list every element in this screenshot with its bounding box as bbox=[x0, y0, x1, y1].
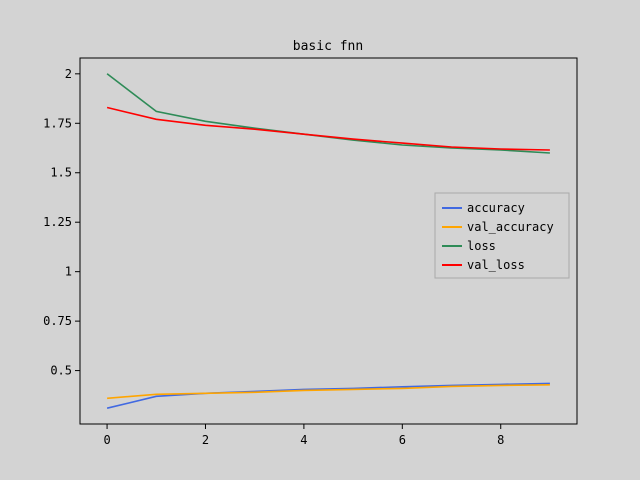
y-tick-label: 1.75 bbox=[43, 116, 72, 130]
x-tick-label: 2 bbox=[202, 433, 209, 447]
y-tick-label: 1.25 bbox=[43, 215, 72, 229]
series-lines bbox=[106, 73, 550, 409]
series-line-val-accuracy bbox=[107, 384, 550, 400]
x-tick-label: 0 bbox=[103, 433, 110, 447]
series-line-accuracy bbox=[106, 382, 550, 409]
chart-title: basic fnn bbox=[293, 39, 363, 54]
x-axis: 0 2 4 6 8 bbox=[103, 424, 504, 447]
legend-label: val_accuracy bbox=[467, 220, 554, 234]
y-tick-label: 0.5 bbox=[50, 364, 72, 378]
y-tick-label: 1 bbox=[65, 265, 72, 279]
legend-label: val_loss bbox=[467, 258, 525, 272]
y-tick-label: 2 bbox=[65, 67, 72, 81]
x-tick-label: 4 bbox=[300, 433, 307, 447]
x-tick-label: 8 bbox=[497, 433, 504, 447]
y-tick-label: 1.5 bbox=[50, 166, 72, 180]
legend-label: accuracy bbox=[467, 201, 525, 215]
legend-label: loss bbox=[467, 239, 496, 253]
y-axis: 0.5 0.75 1 1.25 1.5 1.75 2 bbox=[43, 67, 80, 378]
series-line-val-loss bbox=[106, 106, 550, 151]
x-tick-label: 6 bbox=[399, 433, 406, 447]
y-tick-label: 0.75 bbox=[43, 314, 72, 328]
